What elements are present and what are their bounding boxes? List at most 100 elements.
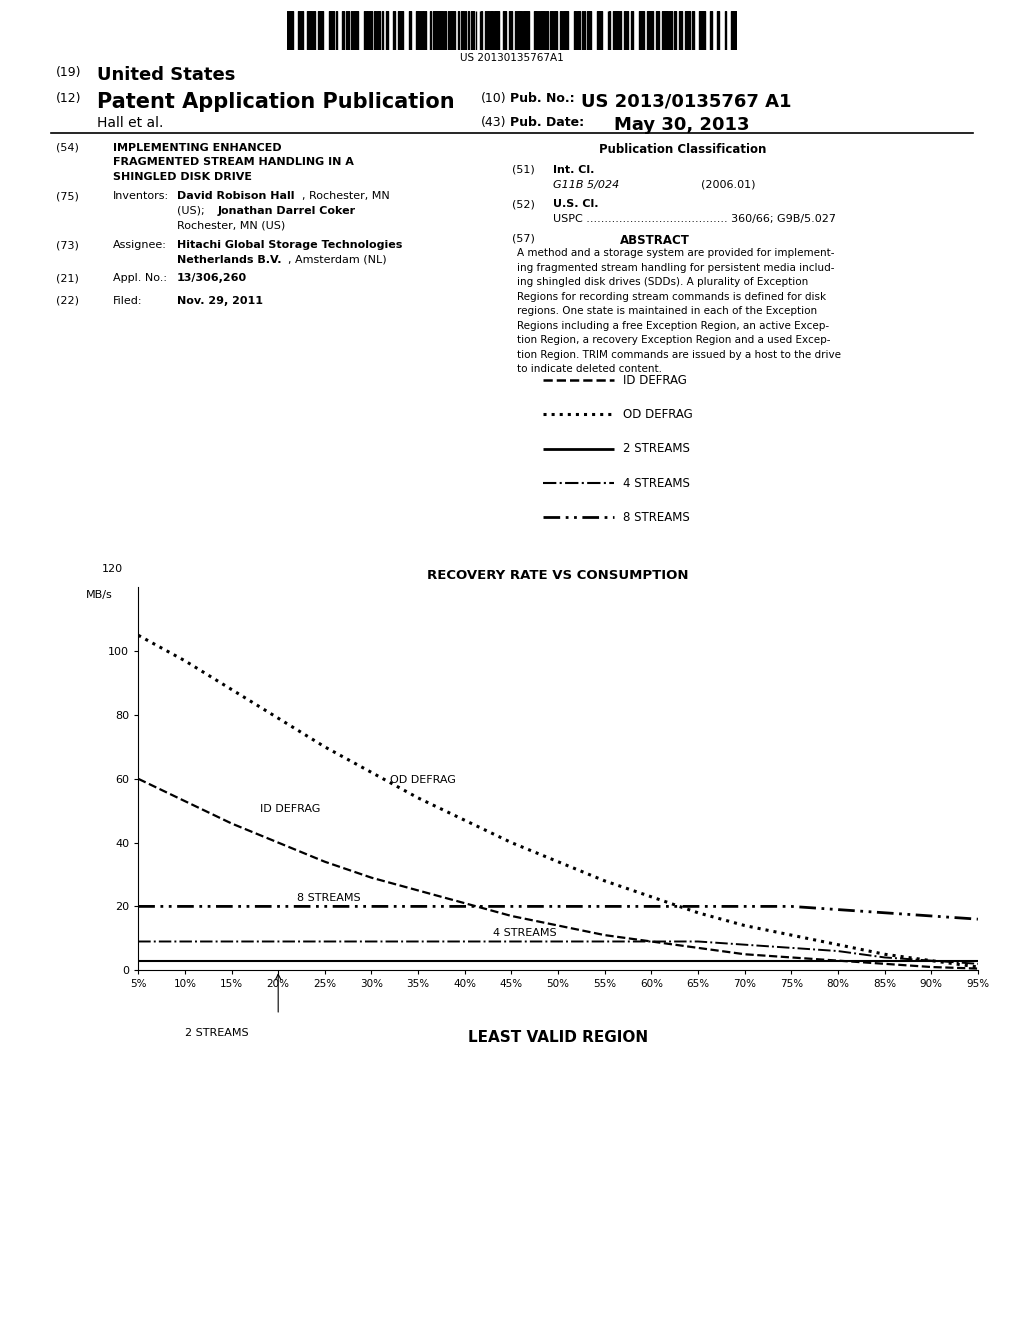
Text: Regions including a free Exception Region, an active Excep-: Regions including a free Exception Regio… [517, 321, 829, 331]
Text: (57): (57) [512, 234, 535, 244]
Bar [377, 11, 380, 50]
Text: OD DEFRAG: OD DEFRAG [390, 775, 456, 785]
Text: Assignee:: Assignee: [113, 240, 167, 251]
Bar [632, 11, 633, 50]
Title: RECOVERY RATE VS CONSUMPTION: RECOVERY RATE VS CONSUMPTION [427, 569, 689, 582]
Bar [679, 11, 682, 50]
Bar [560, 11, 562, 50]
Bar [342, 11, 344, 50]
Text: (US);: (US); [177, 206, 208, 216]
Text: ing fragmented stream handling for persistent media includ-: ing fragmented stream handling for persi… [517, 263, 835, 273]
Bar [329, 11, 334, 50]
Text: Publication Classification: Publication Classification [599, 143, 766, 156]
Bar [550, 11, 553, 50]
Bar [674, 11, 676, 50]
Bar [624, 11, 626, 50]
Bar [523, 11, 528, 50]
Bar [669, 11, 672, 50]
Bar [444, 11, 446, 50]
Text: U.S. Cl.: U.S. Cl. [553, 199, 598, 210]
Bar [573, 11, 575, 50]
Bar [639, 11, 644, 50]
Bar [409, 11, 411, 50]
Bar [535, 11, 538, 50]
Text: A method and a storage system are provided for implement-: A method and a storage system are provid… [517, 248, 835, 259]
Bar [613, 11, 618, 50]
Bar [685, 11, 690, 50]
Text: 2 STREAMS: 2 STREAMS [623, 442, 689, 455]
Bar [347, 11, 349, 50]
Bar [546, 11, 548, 50]
Text: Hall et al.: Hall et al. [97, 116, 164, 131]
Text: 2 STREAMS: 2 STREAMS [185, 1027, 249, 1038]
Text: 13/306,260: 13/306,260 [177, 273, 247, 284]
Bar [597, 11, 602, 50]
Bar [367, 11, 369, 50]
Bar [416, 11, 419, 50]
Bar [313, 11, 314, 50]
Bar [655, 11, 657, 50]
Bar [450, 11, 456, 50]
Text: ID DEFRAG: ID DEFRAG [259, 804, 319, 814]
Bar [718, 11, 719, 50]
Bar [433, 11, 438, 50]
Text: (21): (21) [56, 273, 79, 284]
Text: (54): (54) [56, 143, 79, 153]
Text: (75): (75) [56, 191, 79, 202]
Text: 8 STREAMS: 8 STREAMS [623, 511, 689, 524]
Text: Appl. No.:: Appl. No.: [113, 273, 167, 284]
Bar [731, 11, 736, 50]
Text: Jonathan Darrel Coker: Jonathan Darrel Coker [218, 206, 356, 216]
Bar [540, 11, 546, 50]
Bar [692, 11, 694, 50]
Bar [509, 11, 512, 50]
Bar [353, 11, 358, 50]
Text: Inventors:: Inventors: [113, 191, 169, 202]
Text: (73): (73) [56, 240, 79, 251]
Bar [317, 11, 324, 50]
Text: (10): (10) [481, 92, 507, 106]
Bar [487, 11, 489, 50]
Bar [563, 11, 568, 50]
Text: (19): (19) [56, 66, 82, 79]
Text: Rochester, MN (US): Rochester, MN (US) [177, 220, 286, 231]
Bar [306, 11, 312, 50]
Text: United States: United States [97, 66, 236, 84]
Bar [302, 11, 303, 50]
Text: , Rochester, MN: , Rochester, MN [302, 191, 390, 202]
Text: IMPLEMENTING ENHANCED: IMPLEMENTING ENHANCED [113, 143, 282, 153]
Bar [374, 11, 376, 50]
Text: Int. Cl.: Int. Cl. [553, 165, 594, 176]
Bar [370, 11, 373, 50]
Bar [489, 11, 494, 50]
Text: OD DEFRAG: OD DEFRAG [623, 408, 692, 421]
Bar [699, 11, 705, 50]
Bar [386, 11, 388, 50]
Text: regions. One state is maintained in each of the Exception: regions. One state is maintained in each… [517, 306, 817, 317]
Bar [425, 11, 426, 50]
Text: USPC ....................................... 360/66; G9B/5.027: USPC ...................................… [553, 214, 836, 224]
Text: , Amsterdam (NL): , Amsterdam (NL) [288, 255, 386, 265]
Bar [554, 11, 557, 50]
Text: ABSTRACT: ABSTRACT [620, 234, 689, 247]
Text: Netherlands B.V.: Netherlands B.V. [177, 255, 282, 265]
Text: US 2013/0135767 A1: US 2013/0135767 A1 [581, 92, 792, 111]
Text: Pub. No.:: Pub. No.: [510, 92, 574, 106]
Bar [429, 11, 431, 50]
Text: 120: 120 [102, 564, 123, 574]
Text: 8 STREAMS: 8 STREAMS [297, 894, 360, 903]
Bar [471, 11, 474, 50]
Bar [647, 11, 652, 50]
Text: (51): (51) [512, 165, 535, 176]
Text: Pub. Date:: Pub. Date: [510, 116, 584, 129]
Text: 4 STREAMS: 4 STREAMS [623, 477, 689, 490]
Bar [711, 11, 712, 50]
Bar [663, 11, 668, 50]
Bar [461, 11, 464, 50]
Bar [494, 11, 500, 50]
Bar [517, 11, 522, 50]
Bar [590, 11, 591, 50]
Text: 4 STREAMS: 4 STREAMS [493, 928, 556, 939]
Text: ing shingled disk drives (SDDs). A plurality of Exception: ing shingled disk drives (SDDs). A plura… [517, 277, 808, 288]
Text: SHINGLED DISK DRIVE: SHINGLED DISK DRIVE [113, 172, 252, 182]
